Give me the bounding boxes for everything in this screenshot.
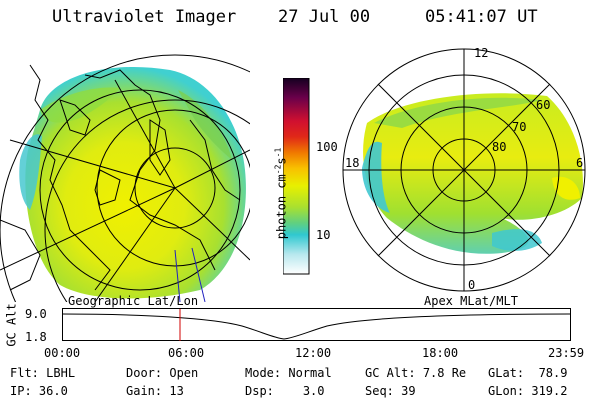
mlt-label-18: 18	[345, 156, 360, 170]
dsp-info: Dsp: 3.0	[245, 384, 325, 398]
seq-label: Seq:	[365, 384, 394, 398]
mode-info: Mode: Normal	[245, 366, 332, 380]
time-label: 05:41:07 UT	[425, 7, 538, 27]
mlat-label-60: 60	[536, 98, 551, 112]
mode-label: Mode:	[245, 366, 282, 380]
gain-value: 13	[169, 384, 184, 398]
apex-title: Apex MLat/MLT	[424, 294, 518, 308]
flt-value: LBHL	[46, 366, 76, 380]
xtick-2359: 23:59	[548, 346, 585, 360]
units-text: photon cm	[274, 174, 289, 240]
seq-info: Seq: 39	[365, 384, 416, 398]
geographic-title: Geographic Lat/Lon	[68, 294, 199, 308]
gain-label: Gain:	[126, 384, 163, 398]
ip-label: IP:	[10, 384, 32, 398]
glon-value: 319.2	[531, 384, 568, 398]
units-mid: s	[274, 157, 289, 165]
xtick-0600: 06:00	[168, 346, 205, 360]
door-label: Door:	[126, 366, 163, 380]
altitude-plot	[62, 308, 571, 341]
door-info: Door: Open	[126, 366, 198, 380]
xtick-0000: 00:00	[44, 346, 81, 360]
colorbar-units-label: photon cm-2s-1	[274, 129, 289, 259]
mlt-label-12: 12	[474, 46, 489, 60]
units-exp2: -1	[273, 147, 283, 158]
flt-info: Flt: LBHL	[10, 366, 75, 380]
door-value: Open	[169, 366, 199, 380]
dsp-label: Dsp:	[245, 384, 274, 398]
glat-value: 78.9	[538, 366, 568, 380]
colorbar-tick-100: 100	[316, 140, 338, 154]
ip-value: 36.0	[38, 384, 68, 398]
xtick-1800: 18:00	[422, 346, 459, 360]
mlt-label-0: 0	[468, 278, 476, 292]
glat-label: GLat:	[488, 366, 525, 380]
seq-value: 39	[401, 384, 416, 398]
date-label: 27 Jul 00	[278, 7, 371, 27]
gain-info: Gain: 13	[126, 384, 184, 398]
altitude-curve	[62, 313, 571, 340]
altitude-ylabel: GC Alt	[4, 303, 19, 347]
glon-label: GLon:	[488, 384, 525, 398]
mlat-label-70: 70	[512, 120, 527, 134]
color-bar	[283, 78, 310, 275]
app-title: Ultraviolet Imager	[52, 7, 237, 27]
gcalt-value: 7.8 Re	[422, 366, 467, 380]
geographic-image	[0, 54, 250, 302]
mlt-label-6: 6	[576, 156, 584, 170]
xtick-1200: 12:00	[295, 346, 332, 360]
mlat-label-80: 80	[492, 140, 507, 154]
glon-info: GLon: 319.2	[488, 384, 567, 398]
glat-info: GLat: 78.9	[488, 366, 567, 380]
polar-plot	[342, 48, 586, 292]
gcalt-label: GC Alt:	[365, 366, 416, 380]
units-exp1: -2	[273, 164, 283, 175]
mode-value: Normal	[288, 366, 332, 380]
colorbar-tick-10: 10	[316, 228, 331, 242]
gcalt-info: GC Alt: 7.8 Re	[365, 366, 466, 380]
flt-label: Flt:	[10, 366, 39, 380]
dsp-value: 3.0	[302, 384, 325, 398]
altitude-ytick-low: 1.8	[25, 330, 47, 344]
altitude-ytick-high: 9.0	[25, 307, 47, 321]
ip-info: IP: 36.0	[10, 384, 68, 398]
